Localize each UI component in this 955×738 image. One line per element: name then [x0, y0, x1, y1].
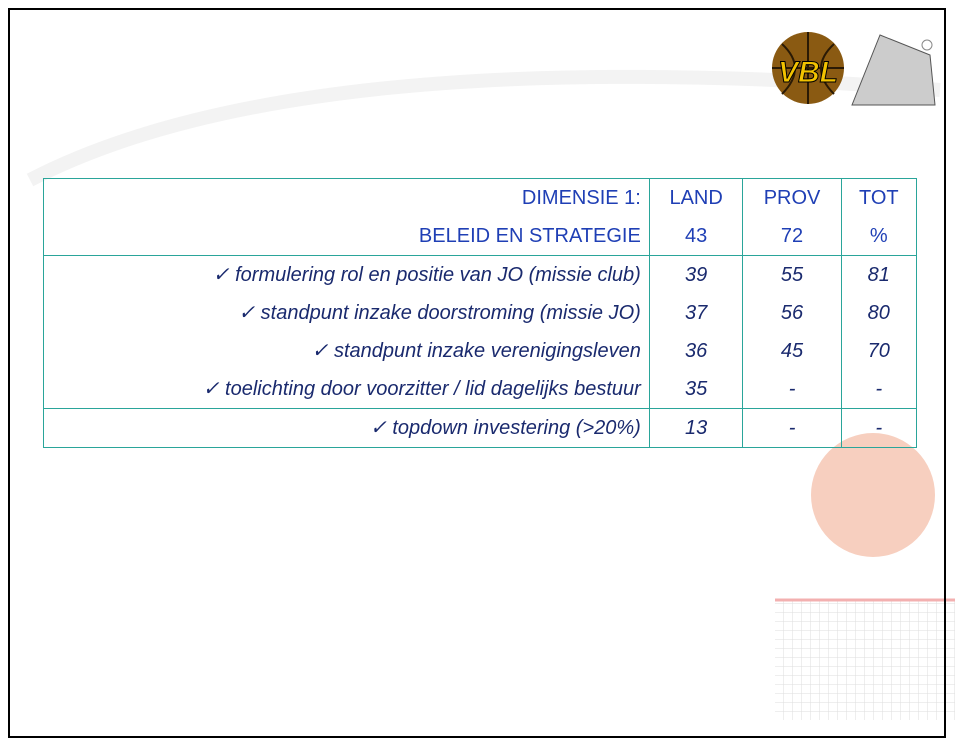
table-cell: 37 — [648, 294, 744, 332]
table-cell: 13 — [648, 408, 744, 448]
table-cell: - — [742, 370, 842, 409]
logo-text: VBL — [778, 56, 838, 89]
table-row: ✓ standpunt inzake verenigingsleven 36 45 7… — [43, 332, 918, 370]
table-cell: TOT — [840, 178, 918, 217]
table-cell: PROV — [742, 178, 842, 217]
table-cell: LAND — [648, 178, 744, 217]
table-row: ✓ topdown investering (>20%) 13- - — [43, 408, 918, 448]
table-cell: 43 — [648, 217, 744, 256]
table-cell: - — [840, 408, 918, 448]
table-cell: DIMENSIE 1: — [43, 178, 650, 217]
table: DIMENSIE 1: LAND PROV TOT BELEID EN STRATEGI… — [43, 178, 918, 448]
vbl-logo: VBL — [772, 32, 844, 104]
table-cell: ✓ topdown investering (>20%) — [43, 408, 650, 448]
table-row: ✓ standpunt inzake doorstroming (missie … — [43, 294, 918, 332]
table-cell: - — [742, 408, 842, 448]
quality-logo — [851, 34, 936, 106]
table-cell: 72 — [742, 217, 842, 256]
table-cell: ✓ formulering rol en positie van JO (mis… — [43, 255, 650, 294]
table-row: ✓ formulering rol en positie van JO (mis… — [43, 255, 918, 294]
table-row: BELEID EN STRATEGIE 43 72% — [43, 217, 918, 256]
table-cell: ✓ standpunt inzake doorstroming (missie … — [43, 294, 650, 332]
table-cell: 45 — [742, 332, 842, 370]
grid — [775, 600, 955, 720]
table-cell: - — [840, 370, 918, 409]
table-cell: 70 — [840, 332, 918, 370]
decoration: VBL — [26, 32, 955, 720]
table-cell: 39 — [648, 255, 744, 294]
table-cell: 81 — [840, 255, 918, 294]
table-cell: 36 — [648, 332, 744, 370]
slide: VBL DIMENSIE 1: LAND PROV TOT BELEID EN STRA… — [8, 8, 955, 738]
table-row: ✓ toelichting door voorzitter / lid dage… — [43, 370, 918, 409]
table-cell: 80 — [840, 294, 918, 332]
table-cell: 35 — [648, 370, 744, 409]
table-cell: 56 — [742, 294, 842, 332]
table-cell: BELEID EN STRATEGIE — [43, 217, 650, 256]
table-cell: 55 — [742, 255, 842, 294]
table-cell: ✓ toelichting door voorzitter / lid dage… — [43, 370, 650, 409]
table-cell: % — [840, 217, 918, 256]
circle — [811, 433, 935, 557]
table-row: DIMENSIE 1: LAND PROV TOT — [43, 178, 918, 217]
table-cell: ✓ standpunt inzake verenigingsleven — [43, 332, 650, 370]
arc — [26, 69, 941, 187]
